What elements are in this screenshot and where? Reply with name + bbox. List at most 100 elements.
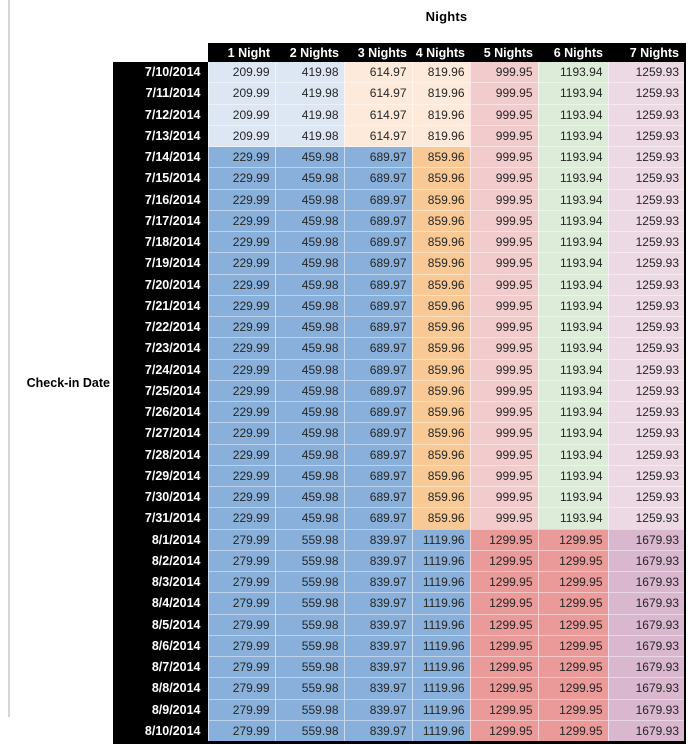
checkin-date-cell: 7/24/2014 <box>113 359 208 381</box>
price-cell: 839.97 <box>343 549 412 572</box>
price-cell: 859.96 <box>411 507 470 529</box>
price-cell: 859.96 <box>411 400 470 423</box>
price-cell: 1259.93 <box>607 62 685 83</box>
price-cell: 1259.93 <box>607 124 685 147</box>
price-cell: 419.98 <box>274 62 344 83</box>
price-cell: 1193.94 <box>537 230 608 253</box>
price-cell: 1259.93 <box>607 485 685 508</box>
price-cell: 1259.93 <box>607 294 685 317</box>
checkin-date-cell: 8/2/2014 <box>113 550 208 572</box>
price-cell: 1193.94 <box>537 62 608 83</box>
price-cell: 839.97 <box>343 570 412 593</box>
checkin-date-cell: 7/28/2014 <box>113 444 208 466</box>
price-cell: 1193.94 <box>537 400 608 423</box>
price-cell: 1119.96 <box>411 719 470 743</box>
column-header: 4 Nights <box>412 43 470 62</box>
price-cell: 1679.93 <box>607 549 685 572</box>
column-header: 6 Nights <box>538 43 608 62</box>
price-cell: 1119.96 <box>411 528 470 551</box>
table-row: 8/2/2014 279.99 559.98 839.97 1119.96 1299.95… <box>113 549 685 572</box>
table-row: 8/10/2014 279.99 559.98 839.97 1119.96 1299.9… <box>113 719 685 743</box>
table-row: 7/16/2014 229.99 459.98 689.97 859.96 999.95 1… <box>113 188 685 211</box>
table-row: 7/29/2014 229.99 459.98 689.97 859.96 999.95 1… <box>113 464 685 487</box>
table-row: 8/3/2014 279.99 559.98 839.97 1119.96 1299.95… <box>113 570 685 593</box>
price-cell: 839.97 <box>343 677 412 699</box>
checkin-date-cell: 8/4/2014 <box>113 592 208 614</box>
table-row: 8/5/2014 279.99 559.98 839.97 1119.96 1299.95… <box>113 613 685 636</box>
table-row: 7/21/2014 229.99 459.98 689.97 859.96 999.95 1… <box>113 294 685 317</box>
price-cell: 1259.93 <box>607 379 685 402</box>
price-cell: 1259.93 <box>607 103 685 126</box>
price-cell: 1259.93 <box>607 145 685 168</box>
price-cell: 1299.95 <box>469 719 538 743</box>
price-cell: 419.98 <box>274 82 344 104</box>
column-header: 1 Night <box>208 43 275 62</box>
checkin-date-cell: 7/31/2014 <box>113 507 208 529</box>
price-cell: 1259.93 <box>607 464 685 487</box>
price-cell: 1679.93 <box>607 655 685 678</box>
price-cell: 1299.95 <box>469 570 538 593</box>
price-cell: 229.99 <box>207 337 275 359</box>
price-cell: 839.97 <box>343 592 412 614</box>
table-row: 7/14/2014 229.99 459.98 689.97 859.96 999.95 1… <box>113 145 685 168</box>
price-cell: 1119.96 <box>411 677 470 699</box>
price-cell: 999.95 <box>469 294 538 317</box>
table-row: 8/9/2014 279.99 559.98 839.97 1119.96 1299.95… <box>113 698 685 721</box>
price-cell: 459.98 <box>274 443 344 466</box>
price-cell: 279.99 <box>207 677 275 699</box>
price-cell: 859.96 <box>411 273 470 296</box>
price-cell: 229.99 <box>207 379 275 402</box>
table-row: 7/15/2014 229.99 459.98 689.97 859.96 999.95 1… <box>113 167 685 189</box>
row-axis-label: Check-in Date <box>26 376 110 390</box>
price-cell: 1119.96 <box>411 698 470 721</box>
price-cell: 1119.96 <box>411 592 470 614</box>
header-row: 1 Night 2 Nights 3 Nights 4 Nights 5 Nights 6… <box>113 43 685 62</box>
price-cell: 229.99 <box>207 358 275 381</box>
price-cell: 839.97 <box>343 613 412 636</box>
price-cell: 1679.93 <box>607 677 685 699</box>
price-cell: 999.95 <box>469 315 538 338</box>
checkin-date-cell: 8/7/2014 <box>113 656 208 678</box>
price-cell: 999.95 <box>469 252 538 274</box>
price-cell: 559.98 <box>274 655 344 678</box>
price-cell: 859.96 <box>411 252 470 274</box>
price-cell: 279.99 <box>207 613 275 636</box>
table-row: 7/20/2014 229.99 459.98 689.97 859.96 999.95 1… <box>113 273 685 296</box>
price-cell: 1299.95 <box>537 549 608 572</box>
checkin-date-cell: 7/22/2014 <box>113 316 208 338</box>
price-cell: 229.99 <box>207 273 275 296</box>
price-cell: 1259.93 <box>607 209 685 232</box>
price-cell: 999.95 <box>469 124 538 147</box>
price-cell: 1119.96 <box>411 570 470 593</box>
price-cell: 1193.94 <box>537 422 608 444</box>
price-cell: 689.97 <box>343 230 412 253</box>
price-cell: 229.99 <box>207 252 275 274</box>
price-cell: 279.99 <box>207 549 275 572</box>
price-cell: 859.96 <box>411 379 470 402</box>
price-cell: 229.99 <box>207 145 275 168</box>
price-cell: 559.98 <box>274 528 344 551</box>
price-cell: 1193.94 <box>537 273 608 296</box>
price-cell: 689.97 <box>343 273 412 296</box>
price-cell: 459.98 <box>274 273 344 296</box>
table-row: 7/13/2014 209.99 419.98 614.97 819.96 999.95 1… <box>113 124 685 147</box>
price-cell: 999.95 <box>469 400 538 423</box>
price-cell: 1193.94 <box>537 188 608 211</box>
price-cell: 999.95 <box>469 145 538 168</box>
table-row: 8/7/2014 279.99 559.98 839.97 1119.96 1299.95… <box>113 655 685 678</box>
price-cell: 1299.95 <box>469 592 538 614</box>
price-cell: 559.98 <box>274 677 344 699</box>
price-cell: 1193.94 <box>537 82 608 104</box>
price-cell: 1259.93 <box>607 167 685 189</box>
table-row: 7/28/2014 229.99 459.98 689.97 859.96 999.95 1… <box>113 443 685 466</box>
checkin-date-cell: 7/15/2014 <box>113 167 208 189</box>
checkin-date-cell: 7/23/2014 <box>113 337 208 359</box>
price-cell: 1193.94 <box>537 443 608 466</box>
price-cell: 1259.93 <box>607 273 685 296</box>
price-cell: 689.97 <box>343 443 412 466</box>
price-cell: 1299.95 <box>537 719 608 743</box>
price-cell: 999.95 <box>469 358 538 381</box>
pricing-table: 1 Night 2 Nights 3 Nights 4 Nights 5 Nights 6… <box>113 43 686 744</box>
price-cell: 1193.94 <box>537 507 608 529</box>
price-cell: 459.98 <box>274 252 344 274</box>
